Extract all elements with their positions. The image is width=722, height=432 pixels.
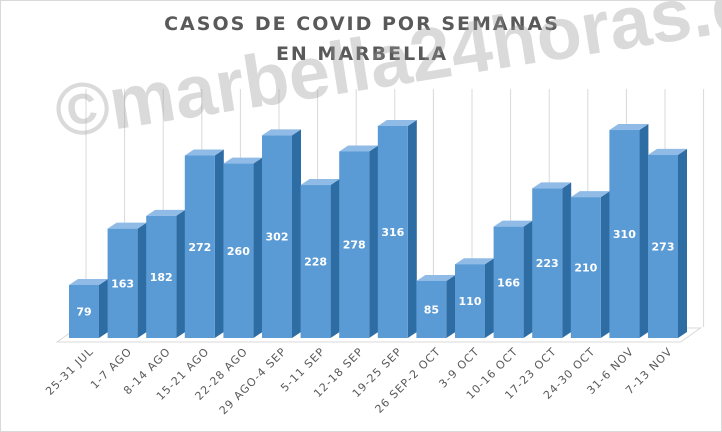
bar-side xyxy=(485,258,494,338)
bar xyxy=(184,155,215,338)
x-tick-label: 25-31 JUL xyxy=(43,345,96,398)
bar-side xyxy=(253,157,263,338)
bar-side xyxy=(523,220,533,338)
bar xyxy=(223,163,254,338)
bar xyxy=(532,188,563,338)
chart-title-line1: CASOS DE COVID POR SEMANAS xyxy=(164,13,560,35)
bar-side xyxy=(407,120,417,338)
bar xyxy=(146,215,177,338)
data-label: 182 xyxy=(150,271,173,284)
bar-top xyxy=(300,179,340,186)
data-label: 260 xyxy=(227,245,250,258)
bar-top xyxy=(262,129,301,136)
bar xyxy=(300,185,331,338)
bar-side xyxy=(137,222,147,338)
bar-side xyxy=(600,191,610,338)
bar-top xyxy=(223,157,263,164)
data-label: 278 xyxy=(343,239,366,252)
data-label: 310 xyxy=(613,228,636,241)
bar xyxy=(339,151,370,338)
bar xyxy=(570,197,601,338)
bar-side xyxy=(369,145,379,338)
bar xyxy=(377,126,408,338)
data-label: 273 xyxy=(652,240,675,253)
bar-top xyxy=(648,148,687,155)
bar-top xyxy=(146,209,186,216)
bar-top xyxy=(107,222,147,229)
bar-side xyxy=(678,148,687,338)
bar-side xyxy=(214,149,224,338)
chart-title-line2: EN MARBELLA xyxy=(275,43,449,65)
bar-side xyxy=(562,182,572,338)
x-tick-label: 29 AGO-4 SEP xyxy=(217,345,289,417)
data-label: 79 xyxy=(76,306,91,319)
bar-side xyxy=(99,279,108,338)
bar-side xyxy=(446,274,456,338)
bar xyxy=(416,280,447,338)
data-label: 110 xyxy=(459,295,482,308)
bar xyxy=(69,285,99,338)
bar-top xyxy=(69,279,108,285)
bar xyxy=(609,130,640,338)
bar-top xyxy=(532,182,572,189)
bar xyxy=(262,135,292,338)
bar-top xyxy=(339,145,379,152)
data-label: 272 xyxy=(188,241,211,254)
x-tick-label: 26 SEP-2 OCT xyxy=(373,345,444,416)
data-label: 163 xyxy=(111,277,134,290)
bar xyxy=(493,226,524,338)
bar-side xyxy=(639,124,649,338)
bar-top xyxy=(416,274,456,281)
data-label: 210 xyxy=(574,262,597,275)
bar-side xyxy=(330,179,340,338)
bar xyxy=(648,154,678,338)
data-label: 223 xyxy=(536,257,559,270)
bar xyxy=(455,264,485,338)
data-label: 85 xyxy=(424,303,439,316)
bar xyxy=(107,228,138,338)
bar-top xyxy=(455,258,494,265)
bar-top xyxy=(609,124,649,131)
bar-top xyxy=(184,149,224,156)
bar-top xyxy=(570,191,610,198)
bar-top xyxy=(493,220,533,227)
bar-side xyxy=(176,209,186,338)
data-label: 302 xyxy=(266,231,289,244)
bar-side xyxy=(292,129,301,338)
bar-top xyxy=(377,120,417,126)
data-label: 166 xyxy=(497,276,520,289)
data-label: 228 xyxy=(304,256,327,269)
data-label: 316 xyxy=(381,226,404,239)
